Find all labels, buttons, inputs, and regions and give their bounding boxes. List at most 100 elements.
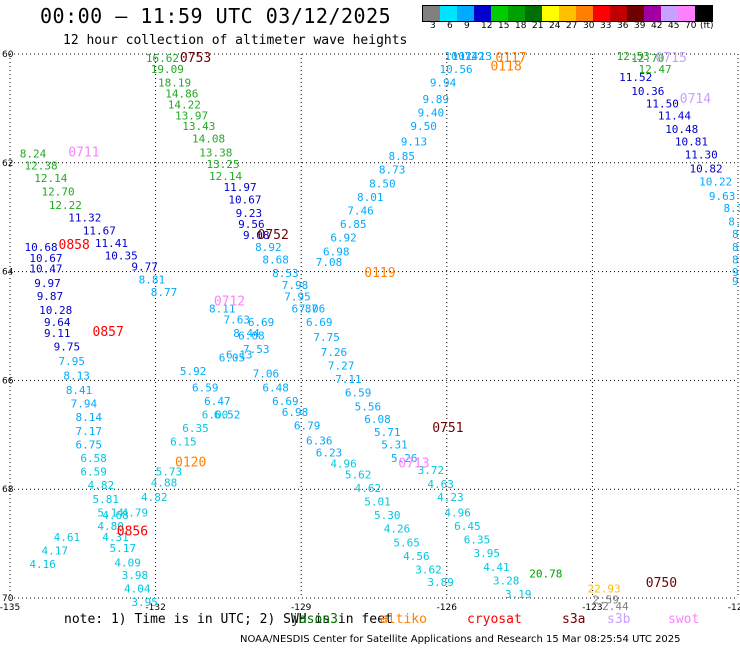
- wave-height-label: 4.26: [384, 523, 411, 536]
- wave-height-label: 10.67: [29, 252, 62, 265]
- legend-label: 18: [515, 21, 527, 31]
- satellite-name: jason3: [291, 612, 338, 627]
- wave-height-label: 9.1: [732, 266, 740, 279]
- wave-height-label: 11.30: [685, 148, 718, 161]
- wave-height-label: 14.22: [168, 98, 201, 111]
- legend-label: 15: [498, 21, 510, 31]
- pass-time-label: 0753: [180, 51, 211, 66]
- wave-height-label: 8.10: [732, 253, 740, 266]
- lat-tick-label: 60: [2, 50, 14, 60]
- wave-height-label: 7.75: [313, 331, 340, 344]
- legend-swatch: [525, 6, 542, 21]
- wave-height-label: 4.80: [97, 520, 124, 533]
- wave-height-label: 8.92: [255, 241, 281, 254]
- wave-height-label: 7.26: [321, 346, 348, 359]
- wave-height-label: 6.05: [219, 351, 246, 364]
- wave-height-label: 16.62: [146, 52, 179, 65]
- wave-height-label: 4.63: [427, 478, 454, 491]
- wave-height-label: 12.47: [639, 63, 672, 76]
- wave-height-label: 9.40: [418, 107, 445, 120]
- lon-tick-label: -120: [728, 603, 740, 613]
- wave-height-label: 7.46: [347, 204, 374, 217]
- wave-height-label: 7.95: [284, 290, 311, 303]
- legend-label: 9: [464, 21, 470, 31]
- legend-swatch: [661, 6, 678, 21]
- wave-height-label: 6.48: [262, 381, 289, 394]
- legend-swatch: [610, 6, 627, 21]
- wave-height-label: 13.43: [182, 120, 215, 133]
- wave-height-label: 7.95: [59, 355, 86, 368]
- wave-height-label: 13.97: [175, 109, 208, 122]
- wave-height-label: 3.28: [493, 574, 520, 587]
- wave-height-label: 3.89: [427, 576, 454, 589]
- wave-height-label: 6.59: [345, 387, 372, 400]
- wave-height-label: 9.97: [34, 277, 61, 290]
- wave-height-label: 10.48: [665, 123, 698, 136]
- satellite-name: swot: [668, 612, 700, 627]
- legend-label: 42: [651, 21, 663, 31]
- wave-height-label: 6.59: [192, 381, 219, 394]
- wave-height-label: 7.17: [76, 425, 103, 438]
- wave-height-label: 6.08: [364, 413, 391, 426]
- wave-height-label: 4.96: [330, 457, 357, 470]
- wave-height-label: 7.06: [253, 368, 280, 381]
- pass-time-label: 0713: [398, 456, 429, 471]
- wave-height-label: 4.82: [88, 479, 115, 492]
- wave-height-label: 20.78: [529, 567, 562, 580]
- wave-height-label: 4.09: [114, 556, 141, 569]
- wave-height-label: 4.88: [151, 476, 178, 489]
- wave-height-label: 9.50: [410, 120, 437, 133]
- legend-label: 12: [481, 21, 493, 31]
- lat-tick-label: 70: [2, 594, 14, 604]
- pass-time-label: 0752: [258, 228, 289, 243]
- wave-height-label: 9.87: [37, 290, 64, 303]
- legend-swatch: [423, 6, 440, 21]
- legend-label: 24: [549, 21, 561, 31]
- lon-tick-label: -126: [437, 603, 458, 613]
- wave-height-label: 4.62: [355, 482, 382, 495]
- color-legend-bar: [422, 5, 713, 22]
- lat-tick-label: 62: [2, 159, 13, 169]
- wave-height-label: 3.98: [122, 569, 149, 582]
- wave-height-label: 9: [732, 275, 739, 288]
- wave-height-label: 8.71: [728, 215, 740, 228]
- wave-height-label: 12.53: [617, 50, 650, 63]
- wave-height-label: 6.45: [454, 520, 481, 533]
- wave-height-label: 3.95: [131, 596, 158, 609]
- lon-tick-label: -129: [291, 603, 312, 613]
- wave-height-label: 10.81: [675, 135, 708, 148]
- page-title: 00:00 – 11:59 UTC 03/12/2025: [40, 4, 392, 28]
- wave-height-label: 5.56: [355, 400, 382, 413]
- wave-height-label: 5.30: [374, 509, 401, 522]
- wave-height-label: 3.95: [473, 547, 500, 560]
- pass-time-label: 0118: [490, 59, 521, 74]
- lon-tick-label: -123: [582, 603, 602, 613]
- wave-height-label: 12.22: [49, 199, 82, 212]
- wave-height-label: 3.19: [505, 588, 532, 601]
- wave-height-label: 9.64: [44, 316, 71, 329]
- wave-height-label: 9.11: [44, 327, 70, 340]
- wave-height-label: 6.98: [282, 406, 309, 419]
- wave-height-label: 5.31: [381, 438, 408, 451]
- pass-time-label: 0856: [117, 524, 148, 539]
- pass-time-label: 0711: [68, 145, 99, 160]
- wave-height-label: 8.13: [63, 369, 90, 382]
- satellite-name: cryosat: [467, 612, 522, 627]
- lat-tick-label: 64: [2, 268, 14, 278]
- pass-time-label: 0712: [214, 294, 245, 309]
- wave-height-label: 12.14: [209, 170, 242, 183]
- wave-height-label: 4.41: [483, 561, 510, 574]
- wave-height-label: 5.17: [109, 542, 136, 555]
- legend-label: 39: [634, 21, 646, 31]
- wave-height-label: 10.68: [25, 241, 58, 254]
- wave-height-label: 8.12: [732, 241, 740, 254]
- wave-height-label: 4.79: [122, 506, 149, 519]
- legend-swatch: [491, 6, 508, 21]
- wave-height-label: 9.94: [430, 77, 457, 90]
- wave-height-label: 5.81: [93, 493, 120, 506]
- legend-swatch: [457, 6, 474, 21]
- legend-label: 45: [668, 21, 680, 31]
- wave-height-label: 6.47: [204, 395, 231, 408]
